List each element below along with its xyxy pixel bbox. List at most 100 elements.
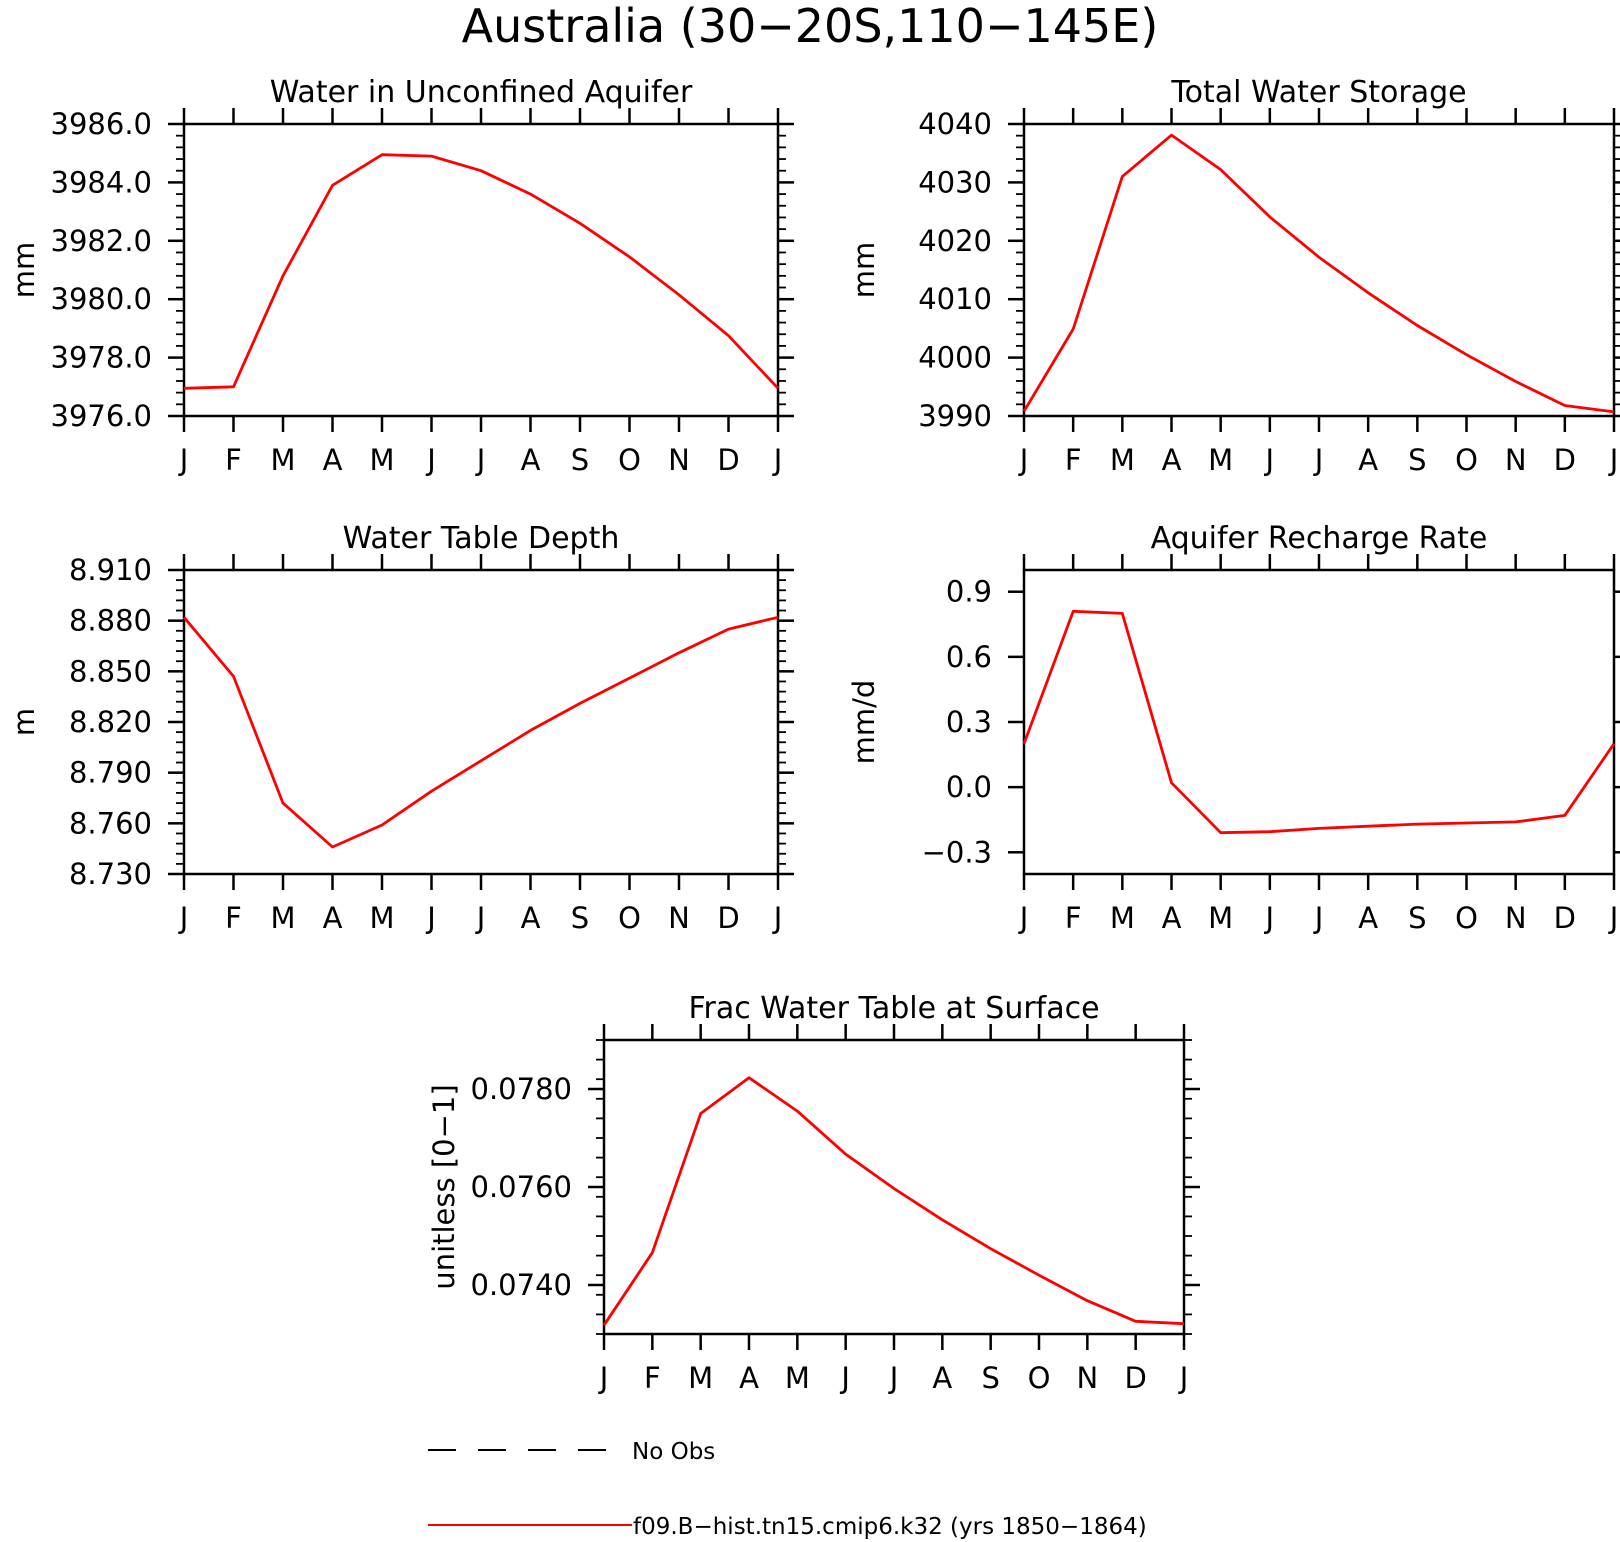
x-tick-label: M — [688, 1361, 713, 1395]
x-tick-label: A — [1358, 901, 1378, 935]
y-tick-label: 0.6 — [946, 640, 992, 674]
y-tick-label: 0.9 — [946, 575, 992, 609]
y-axis-label: m — [7, 708, 41, 736]
x-tick-label: J — [475, 443, 486, 477]
y-tick-label: 8.760 — [69, 806, 152, 840]
x-tick-label: M — [1110, 901, 1135, 935]
x-tick-label: A — [1358, 443, 1378, 477]
x-tick-label: M — [785, 1361, 810, 1395]
x-tick-label: M — [1208, 443, 1233, 477]
y-axis-label: mm — [847, 242, 881, 299]
x-tick-label: F — [1065, 443, 1082, 477]
legend-model-label: f09.B−hist.tn15.cmip6.k32 (yrs 1850−1864… — [633, 1514, 1147, 1540]
y-tick-label: 3986.0 — [51, 107, 152, 141]
x-tick-label: O — [1028, 1361, 1051, 1395]
x-tick-label: S — [981, 1361, 999, 1395]
y-tick-label: 8.910 — [69, 553, 152, 587]
panel-title: Frac Water Table at Surface — [688, 991, 1099, 1026]
x-tick-label: F — [644, 1361, 661, 1395]
x-tick-label: S — [1408, 901, 1426, 935]
x-tick-label: A — [739, 1361, 759, 1395]
x-tick-label: S — [571, 901, 589, 935]
series-line-model — [183, 153, 780, 390]
y-tick-label: 3984.0 — [51, 165, 152, 199]
y-tick-label: 8.730 — [69, 857, 152, 891]
x-tick-label: J — [1018, 901, 1029, 935]
x-tick-label: M — [1110, 443, 1135, 477]
x-tick-label: J — [425, 443, 436, 477]
panel-title: Total Water Storage — [1170, 75, 1466, 110]
x-tick-label: O — [1455, 443, 1478, 477]
x-tick-label: J — [772, 901, 783, 935]
y-tick-label: 3976.0 — [51, 399, 152, 433]
series-line-model — [602, 1076, 1185, 1326]
x-tick-label: M — [270, 443, 295, 477]
series-line-model — [1022, 609, 1616, 835]
x-tick-label: A — [323, 901, 343, 935]
x-tick-label: A — [1162, 901, 1182, 935]
y-axis-label: mm — [7, 242, 41, 299]
x-tick-label: D — [1554, 901, 1576, 935]
x-tick-label: J — [598, 1361, 609, 1395]
y-tick-label: −0.3 — [922, 835, 992, 869]
x-tick-label: D — [1554, 443, 1576, 477]
panel-title: Water Table Depth — [343, 521, 620, 556]
x-tick-label: F — [225, 901, 242, 935]
series-line-model — [182, 615, 779, 849]
x-tick-label: N — [668, 901, 690, 935]
y-tick-label: 0.3 — [946, 705, 992, 739]
x-tick-label: J — [425, 901, 436, 935]
x-tick-label: D — [1124, 1361, 1146, 1395]
y-axis-label: unitless [0−1] — [427, 1084, 461, 1289]
y-tick-label: 4000 — [918, 341, 992, 375]
x-tick-label: N — [1505, 443, 1527, 477]
y-tick-label: 3978.0 — [51, 341, 152, 375]
y-tick-label: 8.820 — [69, 705, 152, 739]
x-tick-label: M — [369, 443, 394, 477]
x-tick-label: M — [270, 901, 295, 935]
panel-title: Water in Unconfined Aquifer — [270, 75, 693, 110]
plot-frame — [182, 122, 780, 418]
x-tick-label: J — [1608, 443, 1619, 477]
x-tick-label: J — [178, 901, 189, 935]
y-tick-label: 4010 — [918, 282, 992, 316]
x-tick-label: N — [668, 443, 690, 477]
x-tick-label: J — [178, 443, 189, 477]
x-tick-label: O — [618, 443, 641, 477]
y-axis-label: mm/d — [847, 680, 881, 765]
y-tick-label: 0.0740 — [471, 1268, 572, 1302]
x-tick-label: J — [1313, 901, 1324, 935]
y-tick-label: 3990 — [918, 399, 992, 433]
y-tick-label: 3982.0 — [51, 224, 152, 258]
y-tick-label: 0.0760 — [471, 1170, 572, 1204]
x-tick-label: J — [888, 1361, 899, 1395]
x-tick-label: O — [1455, 901, 1478, 935]
chart-panel-frac-water-table-at-surface: Frac Water Table at Surface unitless [0−1… — [427, 991, 1200, 1395]
plot-frame — [182, 568, 780, 876]
x-tick-label: S — [571, 443, 589, 477]
y-tick-label: 4030 — [918, 165, 992, 199]
x-tick-label: O — [618, 901, 641, 935]
y-tick-label: 0.0 — [946, 770, 992, 804]
x-tick-label: N — [1076, 1361, 1098, 1395]
x-tick-label: J — [1018, 443, 1029, 477]
legend: No Obs f09.B−hist.tn15.cmip6.k32 (yrs 18… — [428, 1439, 1147, 1540]
x-tick-label: D — [717, 443, 739, 477]
x-tick-label: A — [932, 1361, 952, 1395]
y-tick-label: 0.0780 — [471, 1072, 572, 1106]
x-tick-label: A — [521, 443, 541, 477]
x-tick-label: F — [1065, 901, 1082, 935]
x-tick-label: M — [369, 901, 394, 935]
x-tick-label: S — [1408, 443, 1426, 477]
legend-obs-label: No Obs — [632, 1439, 715, 1465]
x-tick-label: A — [1162, 443, 1182, 477]
x-tick-label: J — [1178, 1361, 1189, 1395]
y-tick-label: 8.880 — [69, 604, 152, 638]
x-tick-label: J — [1313, 443, 1324, 477]
x-tick-label: J — [1264, 901, 1275, 935]
